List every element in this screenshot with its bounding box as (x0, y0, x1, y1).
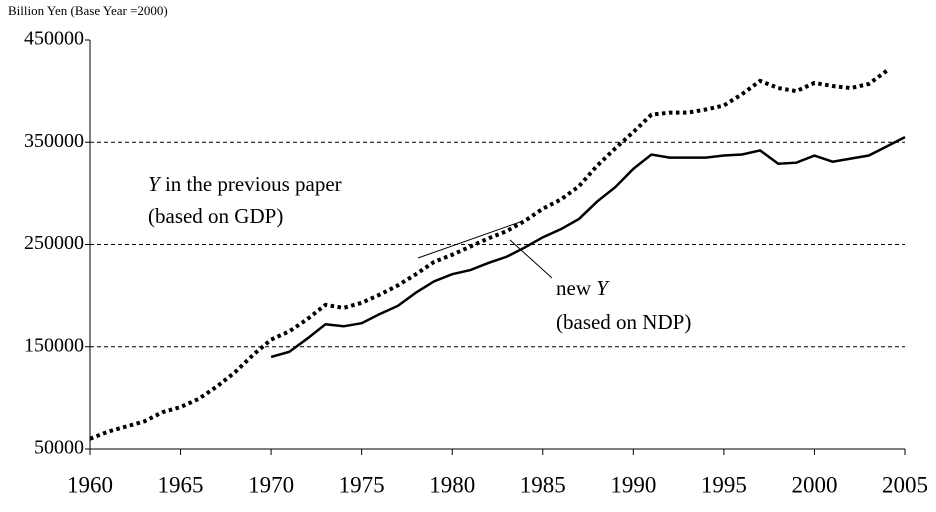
x-tick-label: 2005 (882, 472, 928, 497)
x-tick-label: 1960 (67, 472, 113, 497)
x-tick-label: 1990 (610, 472, 656, 497)
y-axis-label: Billion Yen (Base Year =2000) (8, 3, 168, 18)
annotation: (based on GDP) (148, 204, 283, 228)
series-line (270, 136, 906, 359)
x-tick-label: 1995 (701, 472, 747, 497)
annotation-arrow (509, 239, 553, 279)
x-tick-label: 1970 (248, 472, 294, 497)
y-tick-label: 250000 (24, 232, 84, 254)
x-tick-label: 1975 (339, 472, 385, 497)
annotation: Y in the previous paper (148, 172, 342, 196)
annotation-arrow (417, 221, 521, 259)
annotation-part: new (556, 276, 596, 300)
x-tick-label: 1985 (520, 472, 566, 497)
y-tick-label: 450000 (24, 28, 84, 50)
x-tick-label: 2000 (791, 472, 837, 497)
series-line (89, 69, 889, 441)
y-tick-label: 50000 (34, 437, 84, 459)
annotation-part: Y (148, 172, 162, 196)
y-tick-label: 350000 (24, 130, 84, 152)
annotation-part: in the previous paper (160, 172, 342, 196)
annotation-part: Y (596, 276, 610, 300)
annotation: (based on NDP) (556, 310, 691, 334)
x-tick-label: 1965 (158, 472, 204, 497)
annotation: new Y (556, 276, 610, 300)
x-tick-label: 1980 (429, 472, 475, 497)
y-tick-label: 150000 (24, 334, 84, 356)
